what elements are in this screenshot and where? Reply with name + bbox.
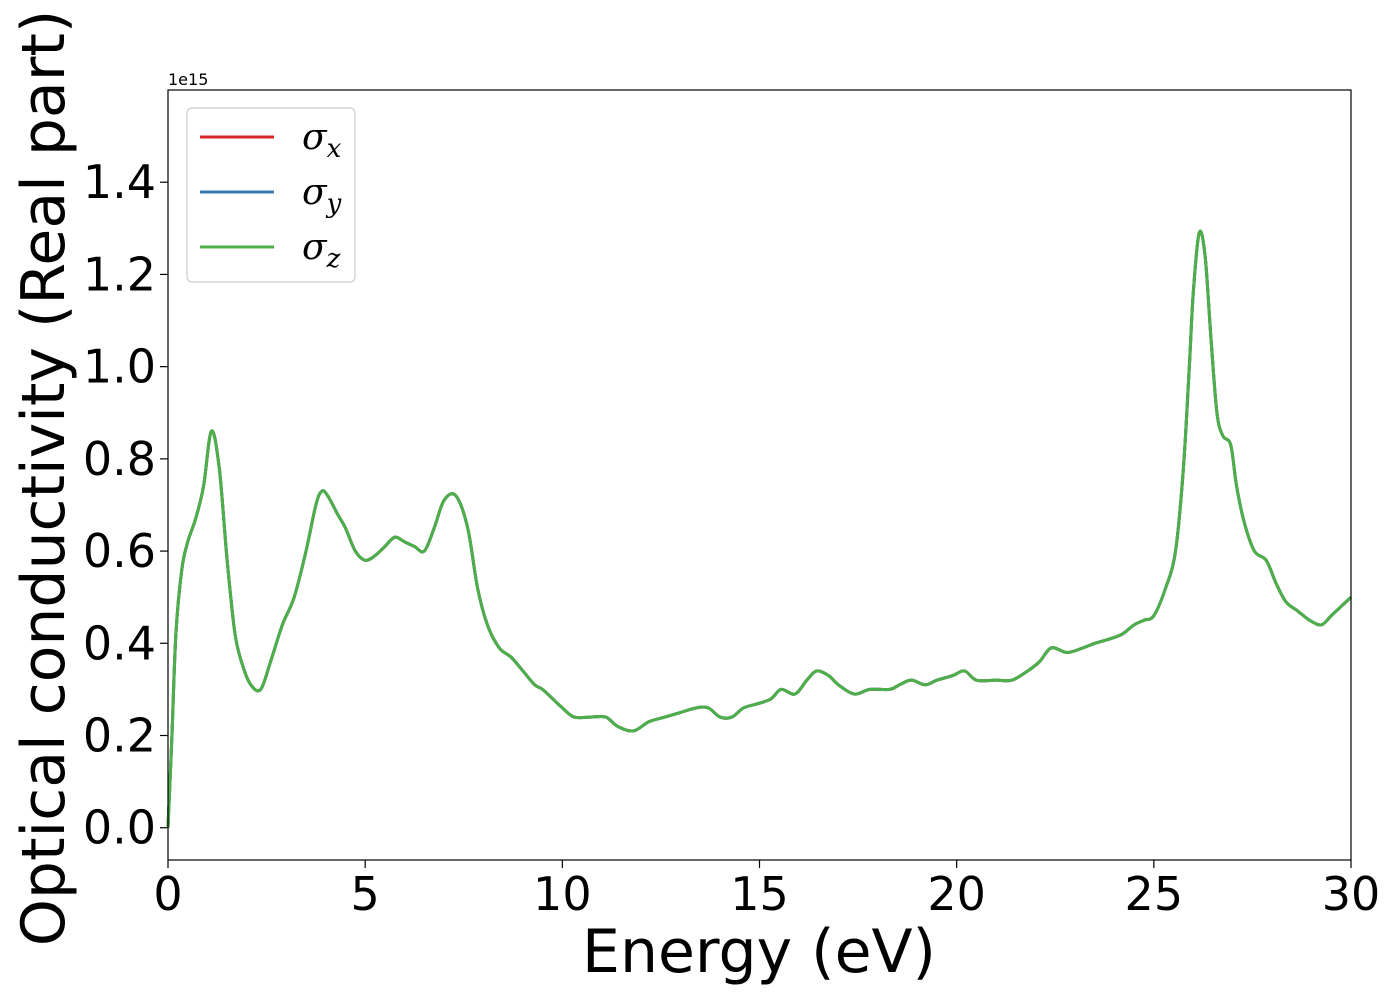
x-ticks: 0 5 10 15 20 25 30 (153, 860, 1380, 921)
x-tick-label: 10 (533, 867, 592, 921)
y-tick-label: 0.2 (83, 709, 156, 763)
y-tick-label: 0.6 (83, 524, 156, 578)
y-axis-title: Optical conductivity (Real part) (9, 10, 79, 947)
y-tick-label: 1.0 (83, 340, 156, 394)
x-tick-label: 30 (1322, 867, 1381, 921)
x-tick-label: 15 (730, 867, 789, 921)
plot-lines (166, 229, 1353, 828)
y-offset-label: 1e15 (168, 70, 208, 89)
y-ticks: 0.0 0.2 0.4 0.6 0.8 1.0 1.2 1.4 (83, 155, 168, 855)
x-tick-label: 5 (351, 867, 380, 921)
legend: σx σy σz (186, 107, 356, 283)
x-tick-label: 0 (153, 867, 182, 921)
y-tick-label: 1.4 (83, 155, 156, 209)
legend-label-y: σy (302, 172, 342, 219)
x-tick-label: 25 (1125, 867, 1184, 921)
legend-box (186, 107, 356, 283)
y-tick-label: 0.8 (83, 432, 156, 486)
y-tick-label: 0.0 (83, 801, 156, 855)
legend-entries: σx σy σz (200, 117, 342, 274)
y-tick-label: 1.2 (83, 247, 156, 301)
x-tick-label: 20 (927, 867, 986, 921)
x-axis-title: Energy (eV) (582, 917, 936, 987)
y-tick-label: 0.4 (83, 616, 156, 670)
series-line-z (166, 229, 1353, 828)
legend-label-z: σz (302, 227, 341, 274)
legend-label-x: σx (302, 117, 342, 164)
